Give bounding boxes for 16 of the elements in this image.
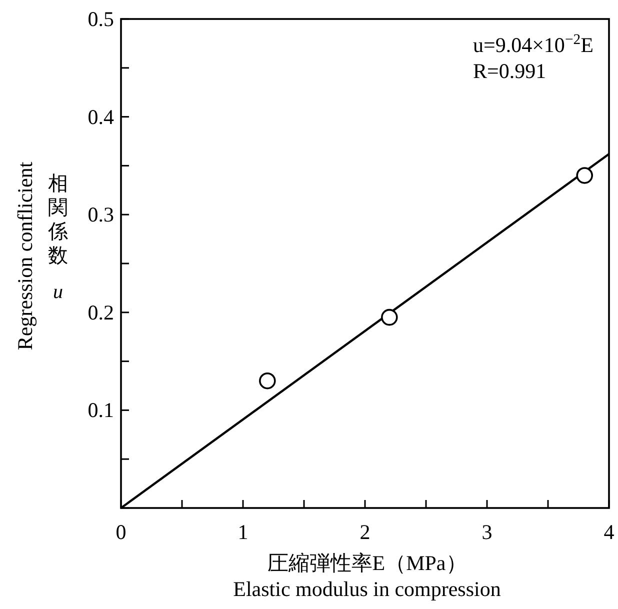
y-tick-label: 0.5 <box>88 7 114 31</box>
x-axis-title: 圧縮弾性率E（MPa） Elastic modulus in compression <box>233 551 502 601</box>
annotation: R=0.991 <box>473 59 546 83</box>
y-tick-label: 0.4 <box>88 104 114 129</box>
x-tick-label: 3 <box>482 520 492 544</box>
x-tick-label: 0 <box>116 520 126 544</box>
x-tick-label: 4 <box>604 520 615 544</box>
x-tick-label: 2 <box>360 520 370 544</box>
y-tick-label: 0.2 <box>88 300 114 324</box>
y-tick-label: 0.1 <box>88 398 114 422</box>
x-tick-label: 1 <box>238 520 248 544</box>
point <box>576 167 593 184</box>
point <box>381 308 398 326</box>
annotation: u=9.04×10$^{−2}$E <box>473 32 594 57</box>
y-tick-label: 0.3 <box>88 202 114 227</box>
point <box>259 372 276 390</box>
